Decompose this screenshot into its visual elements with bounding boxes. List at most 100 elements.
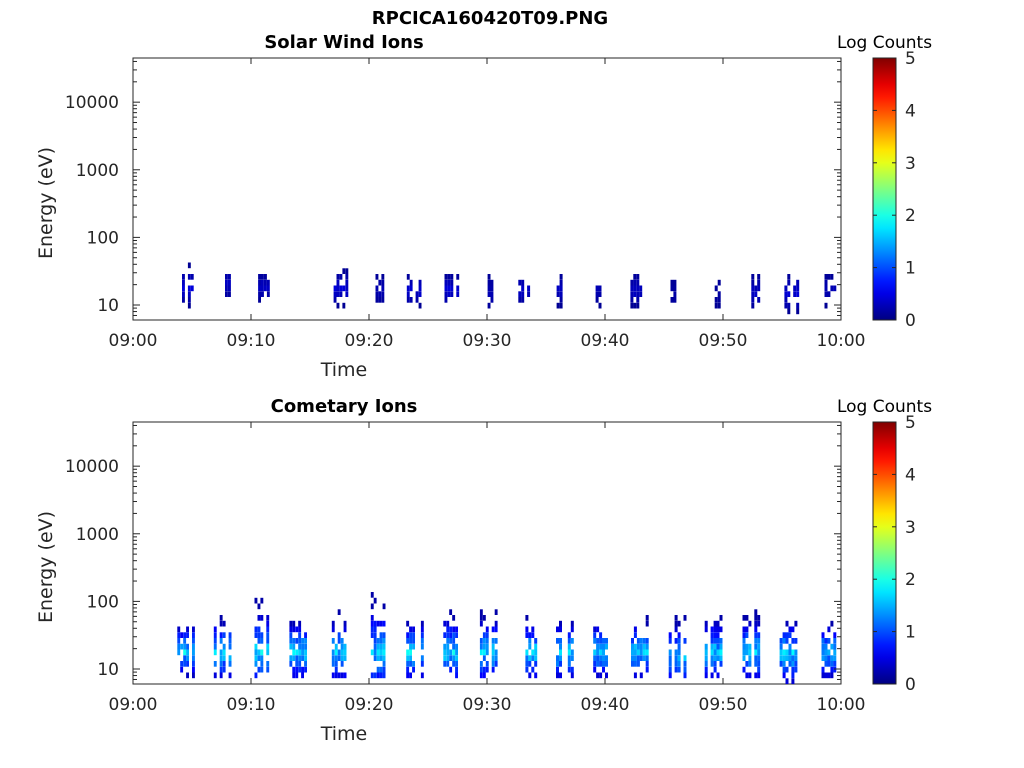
heatmap-cell	[719, 626, 723, 633]
heatmap-cell	[716, 626, 720, 633]
heatmap-cell	[782, 649, 786, 656]
heatmap-cell	[289, 661, 293, 667]
heatmap-cell	[182, 279, 185, 286]
heatmap-cell	[633, 649, 637, 656]
heatmap-cell	[677, 661, 681, 667]
heatmap-cell	[479, 643, 483, 650]
heatmap-cell	[482, 649, 486, 656]
heatmap-cell	[670, 279, 674, 286]
heatmap-cell	[418, 302, 422, 309]
heatmap-cell	[714, 297, 718, 303]
heatmap-cell	[452, 626, 456, 633]
heatmap-cell	[683, 661, 687, 667]
heatmap-cell	[406, 666, 410, 673]
heatmap-cell	[788, 655, 792, 661]
heatmap-cell	[261, 274, 264, 280]
heatmap-cell	[534, 643, 538, 650]
heatmap-cell	[636, 285, 640, 292]
heatmap-cell	[304, 632, 307, 638]
heatmap-cell	[420, 661, 424, 667]
heatmap-cell	[490, 279, 494, 286]
heatmap-cell	[375, 285, 379, 292]
heatmap-cell	[779, 649, 783, 656]
heatmap-cell	[531, 655, 535, 661]
heatmap-cell	[742, 615, 746, 621]
colorbar-tick-label: 3	[905, 154, 916, 174]
heatmap-cell	[219, 649, 223, 656]
heatmap-cell	[228, 285, 231, 292]
heatmap-cell	[791, 649, 795, 656]
heatmap-cell	[412, 666, 415, 673]
heatmap-cell	[406, 672, 410, 679]
heatmap-cell	[260, 638, 264, 644]
heatmap-cell	[334, 672, 338, 679]
heatmap-cell	[260, 655, 264, 661]
heatmap-cell	[298, 643, 302, 650]
heatmap-cell	[254, 661, 258, 667]
heatmap-cell	[599, 638, 603, 644]
heatmap-cell	[228, 274, 231, 280]
heatmap-cell	[186, 626, 189, 633]
heatmap-cell	[824, 279, 828, 286]
heatmap-cell	[370, 626, 374, 633]
heatmap-cell	[602, 643, 605, 650]
heatmap-cell	[793, 285, 797, 292]
y-tick-label: 10000	[65, 457, 119, 477]
heatmap-cell	[340, 649, 344, 656]
heatmap-cell	[180, 666, 184, 673]
heatmap-cell	[266, 620, 270, 627]
heatmap-cell	[833, 661, 837, 667]
heatmap-cell	[796, 291, 800, 297]
heatmap-cell	[757, 661, 761, 667]
heatmap-cell	[754, 672, 758, 679]
heatmap-cell	[409, 655, 412, 661]
x-tick-label: 09:10	[227, 695, 276, 715]
heatmap-cell	[527, 291, 531, 297]
heatmap-cell	[370, 620, 374, 627]
colorbar-tick-label: 4	[905, 101, 916, 121]
heatmap-cell	[748, 643, 752, 650]
heatmap-cell	[674, 626, 678, 633]
heatmap-cell	[719, 649, 723, 656]
heatmap-cell	[713, 649, 717, 656]
heatmap-cell	[336, 302, 340, 309]
colorbar-tick-label: 1	[905, 259, 916, 279]
heatmap-cell	[713, 655, 717, 661]
heatmap-cell	[830, 274, 834, 280]
heatmap-cell	[527, 285, 531, 292]
heatmap-cell	[494, 661, 498, 667]
heatmap-cell	[381, 274, 385, 280]
heatmap-cell	[673, 297, 677, 303]
heatmap-cell	[521, 291, 525, 297]
heatmap-cell	[631, 649, 634, 656]
heatmap-cell	[222, 620, 226, 627]
heatmap-cell	[796, 308, 800, 315]
heatmap-cell	[787, 274, 791, 280]
heatmap-cell	[485, 649, 489, 656]
heatmap-cell	[782, 632, 786, 638]
heatmap-cell	[446, 626, 450, 633]
heatmap-cell	[827, 291, 831, 297]
heatmap-cell	[182, 291, 185, 297]
colorbar-tick-label: 5	[905, 413, 916, 433]
heatmap-cell	[593, 661, 597, 667]
heatmap-cell	[485, 666, 489, 673]
heatmap-cell	[298, 620, 302, 627]
heatmap-cell	[491, 666, 495, 673]
heatmap-cell	[443, 632, 447, 638]
heatmap-cell	[642, 649, 646, 656]
heatmap-cell	[418, 279, 422, 286]
heatmap-cell	[754, 620, 758, 627]
colorbar	[872, 421, 897, 685]
heatmap-cell	[717, 291, 721, 297]
heatmap-cell	[266, 291, 270, 297]
heatmap-cell	[340, 661, 344, 667]
heatmap-cell	[633, 632, 637, 638]
heatmap-cell	[382, 661, 386, 667]
heatmap-cell	[596, 661, 600, 667]
heatmap-cell	[452, 632, 456, 638]
heatmap-cell	[304, 643, 307, 650]
heatmap-cell	[213, 661, 217, 667]
heatmap-cell	[633, 626, 637, 633]
heatmap-cell	[455, 666, 458, 673]
